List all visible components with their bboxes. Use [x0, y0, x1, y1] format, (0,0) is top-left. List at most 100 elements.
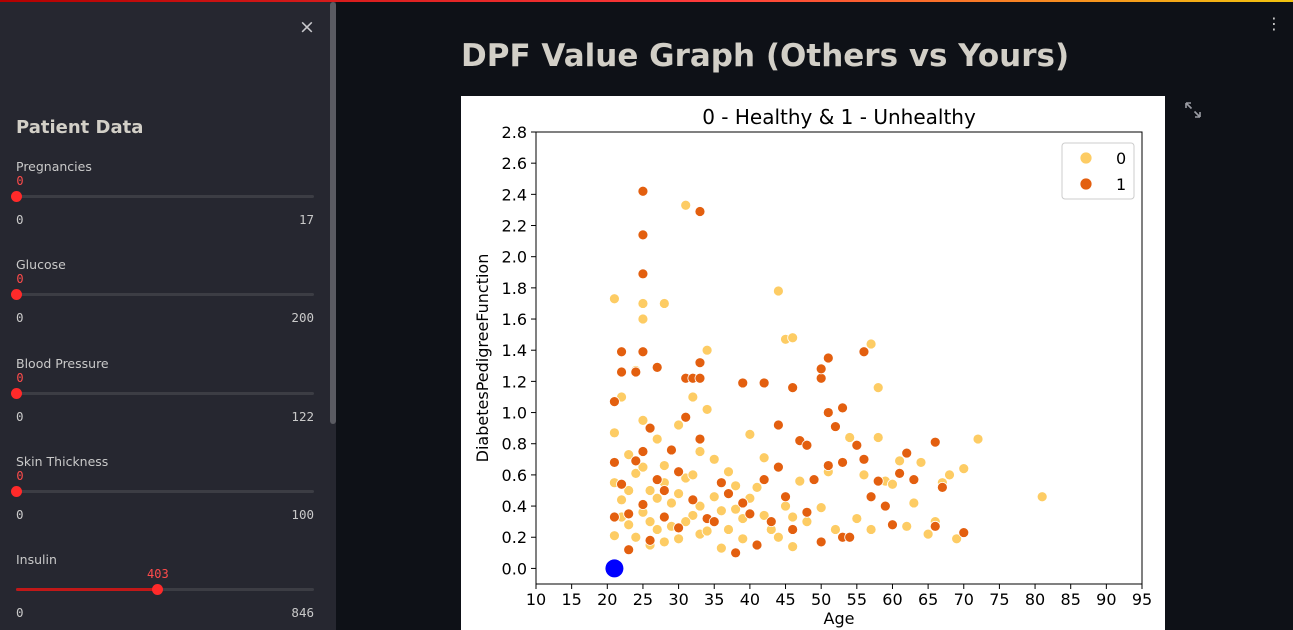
x-tick-label: 55 — [847, 590, 867, 609]
y-tick-label: 1.2 — [502, 372, 527, 391]
data-point-class-1 — [623, 508, 635, 520]
data-point-class-0 — [630, 531, 642, 543]
y-tick-label: 2.6 — [502, 154, 527, 173]
user-data-point — [605, 559, 624, 578]
data-point-class-1 — [651, 474, 663, 485]
data-point-class-1 — [801, 506, 813, 518]
data-point-class-0 — [673, 533, 684, 545]
data-point-class-1 — [765, 516, 777, 528]
data-point-class-0 — [623, 519, 635, 531]
sidebar: × Patient Data Pregnancies 0 0 17 Glucos… — [0, 2, 336, 630]
slider-thumb[interactable] — [152, 584, 164, 595]
data-point-class-0 — [830, 524, 841, 535]
data-point-class-1 — [637, 446, 649, 457]
data-point-class-1 — [815, 372, 827, 384]
data-point-class-0 — [865, 338, 877, 350]
slider-track[interactable] — [16, 293, 314, 296]
slider-max: 17 — [298, 212, 314, 227]
data-point-class-1 — [644, 422, 656, 434]
data-point-class-1 — [822, 407, 834, 418]
data-point-class-1 — [630, 455, 642, 467]
data-point-class-1 — [929, 436, 941, 448]
data-point-class-1 — [609, 511, 620, 523]
data-point-class-0 — [815, 502, 827, 514]
data-point-class-1 — [844, 531, 856, 543]
y-axis-label: DiabetesPedigreeFunction — [473, 254, 492, 463]
data-point-class-1 — [723, 488, 734, 500]
plot-frame — [535, 131, 1143, 585]
x-tick-label: 65 — [918, 590, 938, 609]
fullscreen-expand-icon[interactable] — [1184, 101, 1202, 119]
chart-figure: 0 - Healthy & 1 - Unhealthy 10 15 20 25 30 35 4… — [461, 96, 1165, 630]
data-point-class-0 — [658, 460, 670, 471]
data-point-class-1 — [616, 366, 627, 378]
data-point-class-1 — [637, 268, 649, 280]
data-point-class-1 — [623, 544, 635, 556]
data-point-class-1 — [658, 485, 670, 496]
data-point-class-0 — [609, 530, 620, 542]
data-point-class-0 — [637, 461, 649, 473]
data-point-class-0 — [651, 492, 663, 504]
x-tick-label: 50 — [811, 590, 831, 609]
data-point-class-1 — [858, 346, 870, 358]
data-point-class-1 — [694, 372, 706, 384]
data-point-class-0 — [673, 488, 684, 500]
data-point-class-0 — [951, 533, 963, 545]
slider-thumb[interactable] — [10, 289, 22, 300]
data-point-class-0 — [708, 491, 720, 503]
slider-max: 122 — [291, 409, 314, 424]
slider-thumb[interactable] — [10, 388, 22, 399]
data-point-class-1 — [837, 402, 848, 414]
data-point-class-1 — [744, 508, 756, 520]
slider-value: 0 — [16, 174, 24, 188]
data-point-class-1 — [851, 439, 863, 451]
legend-marker — [1079, 177, 1093, 191]
data-point-class-1 — [879, 500, 891, 512]
data-point-class-1 — [737, 497, 749, 509]
data-point-class-0 — [616, 494, 627, 506]
close-sidebar-button[interactable]: × — [299, 16, 315, 38]
data-point-class-0 — [658, 298, 670, 309]
data-point-class-0 — [858, 469, 870, 481]
data-point-class-1 — [687, 494, 699, 506]
y-tick-label: 0.6 — [502, 466, 527, 485]
sidebar-scrollbar[interactable] — [330, 2, 336, 424]
x-tick-label: 95 — [1132, 590, 1152, 609]
data-point-class-1 — [758, 474, 770, 485]
data-point-class-1 — [837, 457, 848, 468]
data-point-class-0 — [658, 536, 670, 548]
data-point-class-1 — [872, 475, 884, 487]
slider-min: 0 — [16, 507, 24, 522]
y-tick-label: 2.2 — [502, 217, 527, 236]
data-point-class-0 — [651, 524, 663, 535]
x-axis-label: Age — [824, 609, 855, 628]
slider-min: 0 — [16, 605, 24, 620]
data-point-class-0 — [801, 516, 813, 528]
data-point-class-1 — [772, 461, 784, 473]
slider-track[interactable] — [16, 195, 314, 198]
slider-track[interactable] — [16, 588, 314, 591]
data-point-class-0 — [701, 525, 713, 537]
data-point-class-1 — [887, 519, 898, 531]
slider-track[interactable] — [16, 392, 314, 395]
data-point-class-0 — [730, 503, 742, 515]
data-point-class-1 — [637, 229, 649, 241]
y-tick-label: 0.4 — [502, 497, 527, 516]
slider-thumb[interactable] — [10, 486, 22, 497]
data-point-class-1 — [637, 346, 649, 358]
main-menu-button[interactable]: ⋮ — [1266, 14, 1282, 33]
slider-thumb[interactable] — [10, 191, 22, 202]
data-point-class-0 — [609, 427, 620, 439]
x-tick-label: 30 — [668, 590, 688, 609]
data-point-class-0 — [872, 432, 884, 443]
x-tick-label: 25 — [633, 590, 653, 609]
y-tick-label: 2.4 — [502, 185, 527, 204]
data-point-class-1 — [630, 366, 642, 378]
x-tick-label: 20 — [597, 590, 617, 609]
slider-track[interactable] — [16, 490, 314, 493]
y-tick-label: 0.8 — [502, 435, 527, 454]
data-point-class-1 — [815, 536, 827, 548]
data-point-class-0 — [737, 533, 749, 545]
data-point-class-0 — [644, 485, 656, 496]
x-tick-label: 35 — [704, 590, 724, 609]
